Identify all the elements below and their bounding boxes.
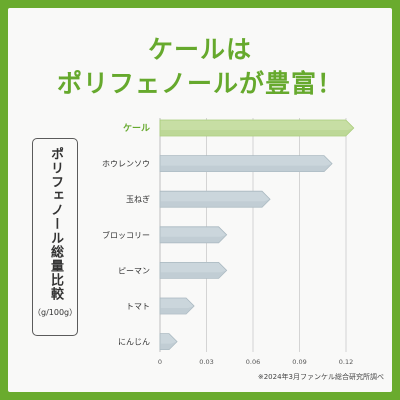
x-tick-label: 0.09 — [292, 358, 306, 366]
category-label: ホウレンソウ — [102, 160, 150, 169]
bar-shade — [160, 234, 227, 243]
bar-shade — [160, 128, 354, 136]
headline-line-1: ケールは — [147, 35, 252, 64]
category-label: ブロッコリー — [102, 230, 150, 240]
bar-shade — [160, 199, 271, 208]
bar-shade — [160, 163, 333, 172]
bar-shade — [160, 341, 178, 350]
headline-line-2: ポリフェノールが豊富！ — [56, 69, 343, 98]
category-label: にんじん — [118, 338, 150, 347]
x-tick-label: 0 — [158, 358, 162, 366]
category-label: 玉ねぎ — [126, 194, 150, 204]
bar-chart: 0 0.03 0.06 0.09 0.12 ケールホウレンソウ玉ねぎブロッコリーピーマント… — [102, 118, 355, 366]
y-axis-label: ポリフェノール総量比較 — [48, 147, 63, 301]
bar-shade — [160, 306, 195, 314]
x-tick-label: 0.12 — [339, 358, 353, 366]
x-tick-label: 0.06 — [246, 358, 260, 366]
category-label: ケール — [123, 123, 150, 134]
y-axis-label-box: ポリフェノール総量比較 （g/100g） — [32, 138, 78, 336]
source-footnote: ※2024年3月ファンケル総合研究所調べ — [257, 373, 384, 381]
x-tick-label: 0.03 — [199, 358, 213, 366]
category-label: トマト — [126, 302, 150, 311]
y-axis-unit: （g/100g） — [33, 308, 78, 317]
category-label: ピーマン — [118, 266, 150, 275]
bar-shade — [160, 270, 227, 279]
